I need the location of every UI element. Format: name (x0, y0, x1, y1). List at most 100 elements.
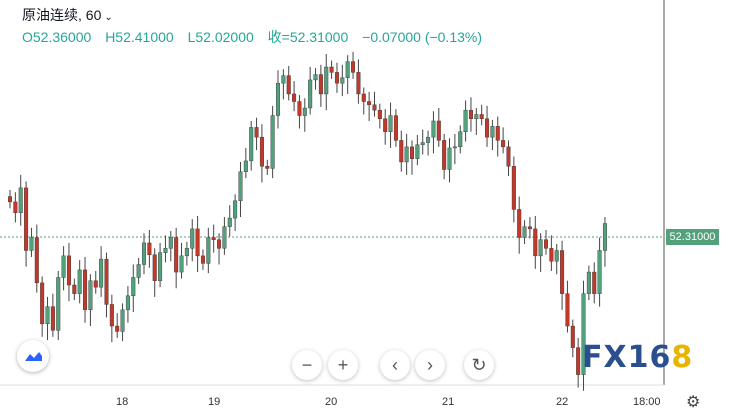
candle-body (479, 114, 484, 119)
candle-body (581, 293, 586, 375)
candle-body (281, 75, 286, 84)
candle-body (18, 187, 23, 213)
tradingview-logo-button[interactable] (17, 340, 49, 372)
candle-body (200, 255, 205, 264)
candle-body (66, 255, 71, 286)
candle-body (399, 140, 404, 163)
candle-body (158, 252, 163, 281)
x-tick-label: 18:00 (633, 396, 661, 408)
candle-body (511, 166, 516, 210)
x-tick-label: 18 (116, 396, 129, 408)
candle-body (592, 271, 597, 294)
candle-body (474, 114, 479, 119)
candle-body (565, 293, 570, 327)
candle-body (415, 144, 420, 159)
candle-body (431, 120, 436, 138)
candle-body (276, 82, 281, 116)
zoom-out-button[interactable]: − (292, 350, 322, 380)
candle-body (174, 237, 179, 273)
last-price-tag: 52.31000 (666, 229, 719, 245)
candle-body (517, 209, 522, 238)
candle-body (34, 237, 39, 284)
fx168-watermark: FX168 (582, 340, 693, 375)
candle-body (383, 118, 388, 132)
candle-body (141, 242, 146, 265)
candle-body (447, 147, 452, 170)
candle-body (410, 146, 415, 159)
candle-body (522, 226, 527, 238)
candle-body (324, 66, 329, 95)
candle-body (570, 325, 575, 348)
candle-body (125, 295, 130, 311)
candle-body (308, 79, 313, 109)
candle-body (501, 140, 506, 148)
candle-body (313, 74, 318, 81)
candle-body (7, 196, 12, 203)
candle-body (356, 72, 361, 95)
candle-body (372, 104, 377, 111)
candle-body (259, 136, 264, 167)
candle-body (222, 226, 227, 249)
candle-body (377, 109, 382, 119)
candle-body (527, 226, 532, 230)
candle-body (88, 280, 93, 311)
candle-body (340, 77, 345, 84)
symbol-title[interactable]: 原油连续, 60 ⌄ (22, 5, 113, 25)
candle-body (597, 250, 602, 294)
candle-body (404, 146, 409, 163)
candle-body (560, 250, 565, 294)
candle-body (426, 136, 431, 143)
candle-body (50, 306, 55, 331)
candle-body (544, 239, 549, 249)
open-value: O52.36000 (22, 29, 92, 45)
candle-body (468, 109, 473, 119)
candle-body (40, 282, 45, 325)
candle-body (297, 101, 302, 116)
candle-body (286, 75, 291, 95)
candle-body (93, 280, 98, 288)
reset-chart-button[interactable]: ↻ (464, 350, 494, 380)
candle-body (329, 66, 334, 73)
gear-icon[interactable]: ⚙ (686, 394, 701, 411)
candle-body (72, 284, 77, 294)
close-value: 收=52.31000 (267, 29, 349, 45)
candle-body (211, 237, 216, 240)
candle-body (334, 72, 339, 84)
candle-body (109, 304, 114, 327)
candle-body (302, 107, 307, 116)
x-tick-label: 19 (208, 396, 221, 408)
candle-body (217, 239, 222, 249)
candle-body (345, 61, 350, 78)
candle-body (13, 201, 18, 213)
candle-body (452, 146, 457, 149)
logo-eight: 8 (671, 340, 694, 375)
zoom-in-button[interactable]: + (328, 350, 358, 380)
x-tick-label: 22 (556, 396, 569, 408)
high-value: H52.41000 (105, 29, 174, 45)
candle-body (292, 93, 297, 102)
candle-body (265, 166, 270, 169)
candle-body (506, 146, 511, 167)
candle-body (463, 109, 468, 132)
scroll-left-button[interactable]: ‹ (380, 350, 410, 380)
candle-body (206, 237, 211, 264)
x-tick-label: 20 (325, 396, 338, 408)
candle-body (24, 187, 29, 251)
candle-body (318, 74, 323, 95)
candle-body (554, 250, 559, 262)
candle-body (120, 309, 125, 332)
candle-body (238, 171, 243, 202)
candle-body (495, 126, 500, 141)
x-tick-label: 21 (442, 396, 455, 408)
chevron-down-icon[interactable]: ⌄ (104, 12, 113, 23)
candle-body (168, 237, 173, 249)
candle-body (184, 248, 189, 257)
candle-body (104, 258, 109, 305)
candle-body (195, 228, 200, 257)
candle-body (45, 306, 50, 325)
candle-body (270, 115, 275, 169)
candle-body (576, 347, 581, 375)
candle-body (163, 248, 168, 253)
scroll-right-button[interactable]: › (415, 350, 445, 380)
